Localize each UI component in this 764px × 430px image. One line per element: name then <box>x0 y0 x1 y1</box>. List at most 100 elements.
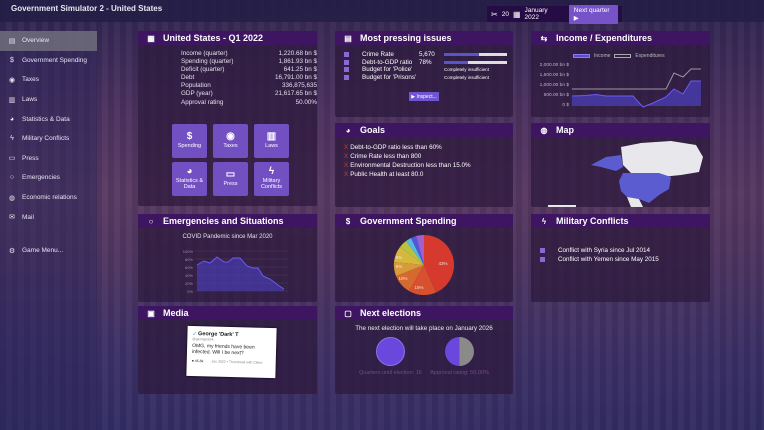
sidebar-item-press[interactable]: ▭ Press <box>0 149 97 169</box>
world-map[interactable] <box>531 137 710 207</box>
svg-text:60%: 60% <box>185 265 193 270</box>
income-swatch <box>573 54 590 58</box>
calendar-icon: ▢ <box>344 308 352 318</box>
game-menu-label: Game Menu... <box>22 247 64 255</box>
game-menu-button[interactable]: ⚙ Game Menu... <box>0 241 97 261</box>
sidebar-item-overview[interactable]: ▤ Overview <box>0 31 97 51</box>
quarters-pie <box>375 337 405 366</box>
goals-panel: ◕ Goals X Debt-to-GDP ratio less than 60% … <box>335 123 513 207</box>
legend-label: Expenditures <box>635 53 665 59</box>
inspect-button[interactable]: ▶ Inspect... <box>409 92 439 101</box>
panel-title: Most pressing issues <box>360 33 452 43</box>
stat-label: Population <box>181 82 211 90</box>
overview-header: ▦ United States - Q1 2022 <box>138 31 317 45</box>
tile-spending[interactable]: $ Spending <box>172 124 207 158</box>
map-panel: ◍ Map <box>531 123 710 207</box>
issue-value: 5,670 <box>419 51 435 58</box>
stat-value: 336,875,635 <box>281 82 317 90</box>
conflict-item[interactable]: Conflict with Yemen since May 2015 <box>540 255 710 264</box>
panel-title: Government Spending <box>360 216 457 226</box>
map-header: ◍ Map <box>531 123 710 137</box>
issue-row[interactable]: Budget for 'Prisons' Completely insuffici… <box>344 74 513 82</box>
tweet-meta: Jan 2022 • Thumbnail with Client <box>211 359 263 365</box>
tile-laws[interactable]: ▥ Laws <box>254 124 289 158</box>
tile-press[interactable]: ▭ Press <box>213 162 248 196</box>
bullet-icon <box>540 248 545 253</box>
stat-value: 641.25 bn $ <box>283 66 317 74</box>
panel-title: Goals <box>360 125 386 135</box>
issue-row[interactable]: Budget for 'Police' Completely insufficie… <box>344 66 513 74</box>
tools-count: 20 <box>501 10 509 18</box>
sidebar-item-mail[interactable]: ✉ Mail <box>0 207 97 227</box>
quarters-label: Quarters until election: 16 <box>359 370 422 376</box>
overview-icon: ▤ <box>8 37 16 45</box>
issue-row[interactable]: Crime Rate 5,670 <box>344 51 513 59</box>
conflict-list: Conflict with Syria since Jul 2014 Confl… <box>540 246 710 264</box>
coin-icon: ◉ <box>226 130 235 142</box>
sidebar-item-government-spending[interactable]: $ Government Spending <box>0 51 97 71</box>
spending-pie[interactable]: 43% 15% 10% 8% 9% <box>389 232 459 298</box>
dollar-icon: $ <box>10 56 14 64</box>
sidebar-item-laws[interactable]: ▥ Laws <box>0 90 97 110</box>
panel-title: Income / Expenditures <box>556 33 653 43</box>
lightning-icon: ϟ <box>268 165 275 177</box>
approval-pie <box>444 337 474 366</box>
sidebar-item-label: Taxes <box>22 76 39 84</box>
tile-taxes[interactable]: ◉ Taxes <box>213 124 248 158</box>
stat-value: 50.00% <box>295 98 317 106</box>
issue-note: Completely insufficient <box>444 67 489 73</box>
svg-text:43%: 43% <box>438 261 447 266</box>
military-header: ϟ Military Conflicts <box>531 214 710 228</box>
sidebar-item-statistics[interactable]: ◕ Statistics & Data <box>0 109 97 129</box>
issue-value: 78% <box>419 58 432 66</box>
expend-swatch <box>614 54 632 58</box>
sidebar-item-economic[interactable]: ◍ Economic relations <box>0 188 97 208</box>
stat-label: Debt <box>181 74 195 82</box>
goal-text: Public Health at least 80.0 <box>350 171 424 178</box>
issue-label: Budget for 'Prisons' <box>362 73 417 81</box>
svg-text:500.00 bn $: 500.00 bn $ <box>544 92 570 98</box>
quarters-indicator: Quarters until election: 16 <box>359 337 422 376</box>
panel-title: Emergencies and Situations <box>163 216 284 226</box>
issue-label: Debt-to-GDP ratio <box>362 58 413 66</box>
military-panel: ϟ Military Conflicts Conflict with Syria … <box>531 214 710 302</box>
emergency-subtitle: COVID Pandemic since Mar 2020 <box>182 234 273 240</box>
tile-military[interactable]: ϟ Military Conflicts <box>254 162 289 196</box>
issue-row[interactable]: Debt-to-GDP ratio 78% <box>344 59 513 67</box>
goal-text: Crime Rate less than 800 <box>350 153 422 160</box>
stat-label: Income (quarter) <box>181 50 228 57</box>
svg-text:8%: 8% <box>396 264 403 269</box>
tile-statistics[interactable]: ◕ Statistics & Data <box>172 162 207 196</box>
next-quarter-button[interactable]: Next quarter ▶ <box>568 4 618 24</box>
issue-label: Budget for 'Police' <box>362 66 413 74</box>
svg-text:9%: 9% <box>396 255 403 260</box>
elections-header: ▢ Next elections <box>335 306 513 320</box>
svg-text:20%: 20% <box>185 281 193 286</box>
goal-text: Debt-to-GDP ratio less than 60% <box>350 144 442 151</box>
conflict-item[interactable]: Conflict with Syria since Jul 2014 <box>540 246 710 255</box>
stat-label: Spending (quarter) <box>181 58 234 66</box>
conflict-text: Conflict with Yemen since May 2015 <box>558 256 659 263</box>
goal-text: Environmental Destruction less than 15.0… <box>350 162 471 169</box>
issue-bar <box>444 53 507 57</box>
tweet-card[interactable]: ➶ George 'Dark' T @georgedark OMG, my fr… <box>186 325 277 379</box>
issues-header: ▤ Most pressing issues <box>335 31 513 45</box>
sidebar-item-label: Mail <box>22 213 34 221</box>
sidebar-item-military[interactable]: ϟ Military Conflicts <box>0 129 97 149</box>
sidebar-item-label: Emergencies <box>22 174 60 182</box>
sidebar-item-taxes[interactable]: ◉ Taxes <box>0 70 97 90</box>
stat-value: 16,791.00 bn $ <box>274 74 317 82</box>
stat-value: 1,861.93 bn $ <box>278 58 317 66</box>
globe-icon: ◍ <box>8 194 16 202</box>
title-bar: Government Simulator 2 - United States <box>0 0 764 22</box>
overview-panel: ▦ United States - Q1 2022 Income (quarter… <box>138 31 317 206</box>
sidebar-item-emergencies[interactable]: ○ Emergencies <box>0 168 97 188</box>
approval-indicator: Approval rating: 50.00% <box>430 337 489 376</box>
tile-label: Statistics & Data <box>175 177 204 190</box>
svg-text:0 $: 0 $ <box>562 102 569 108</box>
book-icon: ▥ <box>266 130 277 142</box>
panel-title: Media <box>163 308 189 318</box>
sidebar: ▤ Overview $ Government Spending ◉ Taxes ▥ L… <box>0 31 97 430</box>
tweet-likes: ♥ 45.8k <box>191 358 204 364</box>
legend-label: Income <box>594 53 611 59</box>
